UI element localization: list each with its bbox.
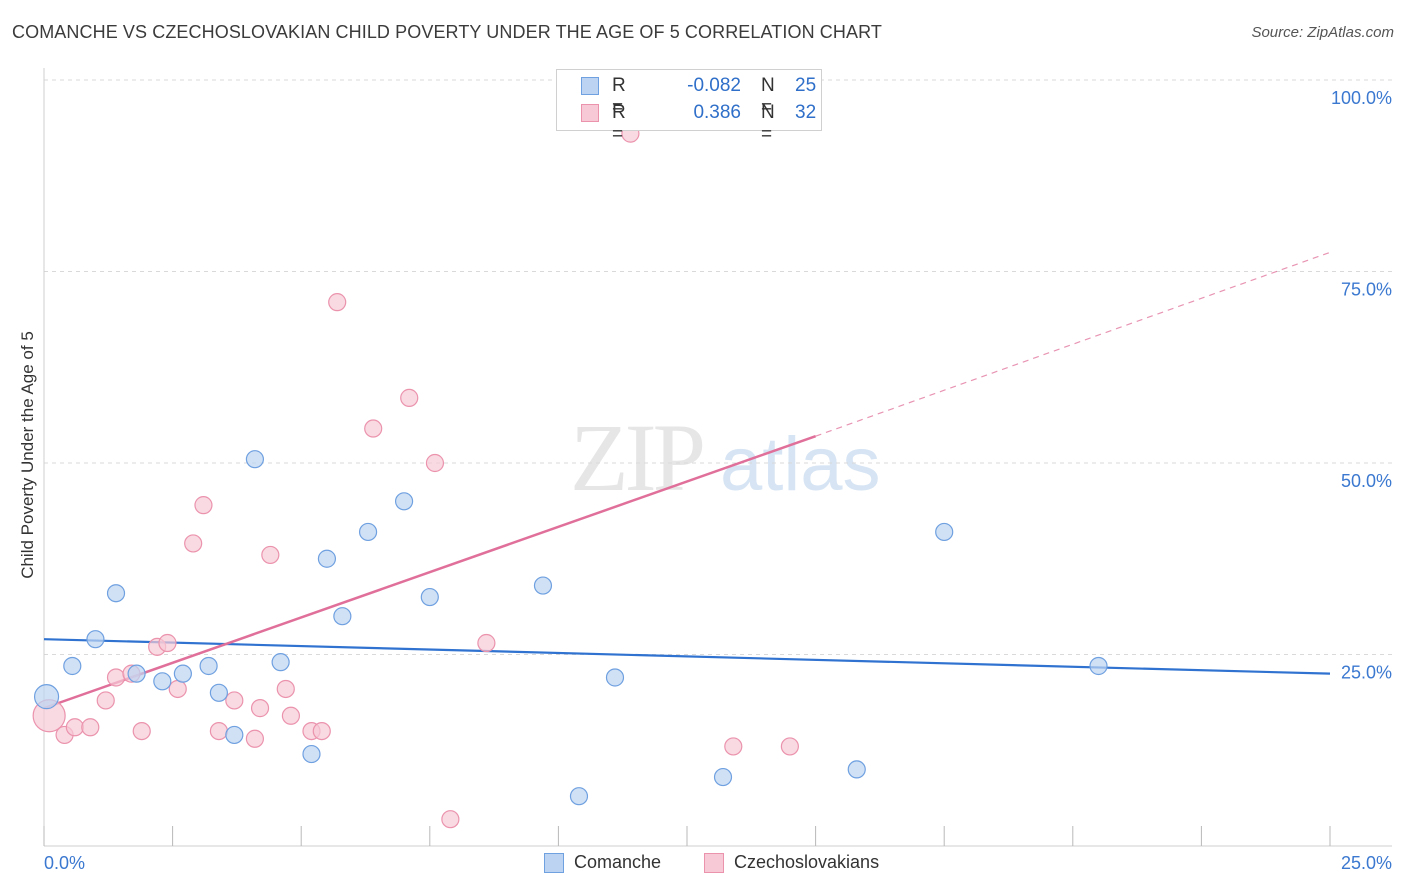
comanche-point (358, 522, 378, 542)
watermark-zip: ZIP (570, 404, 703, 511)
comanche-point (302, 744, 321, 764)
czech-point (209, 721, 228, 741)
comanche-point (209, 683, 228, 702)
watermark-atlas: atlas (720, 422, 881, 507)
comanche-point (199, 656, 218, 676)
czech-trend-extension (815, 251, 1331, 437)
comanche-point (63, 656, 82, 676)
comanche-point (333, 607, 352, 626)
czech-point (281, 706, 301, 725)
legend-n-value: 32 (795, 102, 817, 123)
czech-point (225, 691, 244, 710)
comanche-point (225, 725, 244, 745)
chart-title: COMANCHE VS CZECHOSLOVAKIAN CHILD POVERT… (12, 22, 882, 42)
comanche-point (317, 549, 337, 568)
czech-swatch (581, 104, 599, 122)
czech-point (132, 721, 151, 741)
czech-point (81, 718, 100, 737)
czech-point (364, 419, 383, 438)
czech-point (65, 718, 84, 737)
legend-r-value: 0.386 (693, 102, 741, 123)
comanche-point (106, 584, 126, 603)
comanche-point (33, 684, 60, 710)
czech-point (96, 691, 115, 710)
czech-point (245, 729, 265, 748)
legend-n-label: N = (761, 75, 775, 118)
comanche-point (173, 664, 192, 683)
czech-point (780, 737, 799, 756)
czech-point (250, 699, 270, 718)
source-label: Source: ZipAtlas.com (1251, 24, 1394, 41)
czech-point (158, 633, 177, 653)
czech-point (106, 668, 126, 687)
czech-point (261, 545, 280, 565)
comanche-trend-line (43, 638, 1331, 675)
czech-point (194, 496, 213, 515)
legend-n-label: N = (761, 102, 775, 145)
y-tick-label: 100.0% (1331, 88, 1392, 108)
y-tick-label: 50.0% (1341, 471, 1392, 491)
comanche-swatch (581, 77, 599, 95)
czech-legend-swatch (704, 853, 724, 873)
legend-r-label: R = (612, 102, 626, 145)
comanche-legend-swatch (544, 853, 564, 873)
comanche-point (420, 587, 439, 607)
comanche-legend-label: Comanche (574, 852, 662, 872)
legend-r-value: -0.082 (687, 75, 741, 96)
comanche-point (245, 450, 265, 469)
x-tick-label: 25.0% (1341, 853, 1392, 873)
czech-point (724, 737, 743, 756)
correlation-legend: R = -0.082 N = 25 R = 0.386 N = 32 (556, 69, 822, 145)
y-tick-label: 25.0% (1341, 663, 1392, 683)
comanche-point (271, 653, 290, 672)
czech-point (441, 810, 460, 829)
comanche-point (533, 576, 553, 595)
czech-point (425, 453, 445, 473)
legend-n-value: 25 (795, 75, 817, 96)
czech-point (400, 388, 419, 407)
comanche-point (935, 522, 954, 542)
czech-point (328, 293, 347, 312)
czech-point (168, 679, 187, 699)
czech-point (477, 633, 496, 653)
comanche-point (153, 672, 172, 691)
czech-point (312, 721, 331, 741)
comanche-point (86, 630, 105, 649)
comanche-point (605, 668, 625, 687)
czech-point (184, 534, 203, 553)
czech-point (276, 679, 295, 699)
x-tick-label: 0.0% (44, 853, 85, 873)
czech-legend-label: Czechoslovakians (734, 852, 880, 872)
comanche-point (394, 492, 414, 511)
legend-r-label: R = (612, 75, 626, 118)
comanche-point (713, 767, 733, 787)
comanche-point (127, 664, 146, 683)
comanche-point (1089, 656, 1108, 676)
comanche-point (847, 760, 866, 779)
y-tick-label: 75.0% (1341, 280, 1392, 300)
comanche-point (569, 787, 589, 806)
czech-trend-line (43, 435, 817, 710)
